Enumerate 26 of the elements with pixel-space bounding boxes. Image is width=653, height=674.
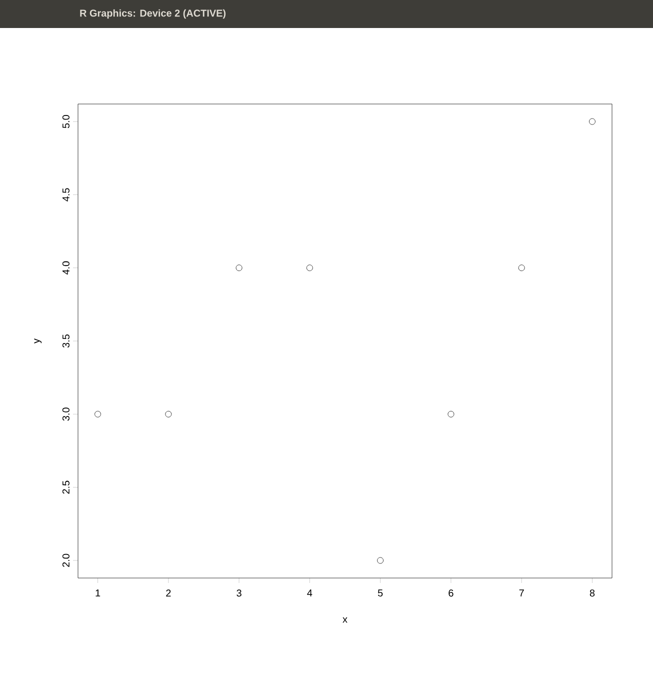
x-tick-label: 5 [378,590,383,596]
x-tick-label: 6 [448,590,454,597]
x-tick-label: 7 [519,590,524,596]
y-tick-label: 4.0 [62,261,70,275]
y-tick-label: 5.0 [62,115,70,128]
y-tick-label: 2.5 [62,480,70,494]
y-tick-label: 3.5 [62,334,70,348]
x-tick-label: 4 [307,590,312,596]
y-tick-label: 3.0 [62,408,70,421]
point [236,264,242,272]
y-tick-label: 4.5 [62,188,70,202]
point [518,264,525,272]
point [94,410,101,418]
x-tick-label: 1 [96,590,100,596]
point [306,264,313,272]
x-axis-title: x [342,617,348,623]
point [448,410,454,418]
x-tick-label: 2 [166,590,171,596]
y-tick-label: 2.0 [62,554,70,567]
chart-title: R Graphics: Device 2 (ACTIVE) [80,9,226,19]
x-tick-label: 3 [236,590,242,597]
point [165,410,172,418]
x-tick-label: 8 [590,590,595,597]
point [377,557,384,564]
y-axis-title: y [34,338,42,344]
point [589,118,596,125]
